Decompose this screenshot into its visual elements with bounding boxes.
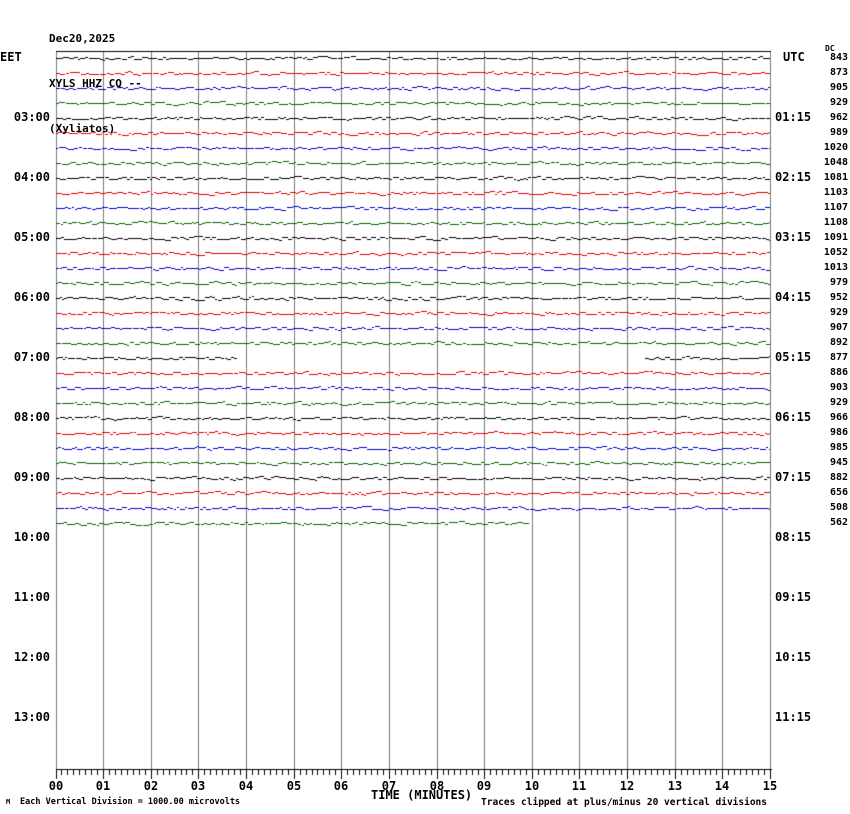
- eet-time-label: 06:00: [13, 290, 50, 304]
- dc-value: 979: [829, 277, 848, 288]
- dc-value: 873: [829, 67, 848, 78]
- eet-time-label: 11:00: [13, 590, 50, 604]
- eet-time-label: 09:00: [13, 470, 50, 484]
- dc-value: 562: [829, 517, 848, 528]
- dc-header-label: DC: [825, 44, 835, 53]
- x-tick-label: 03: [190, 779, 206, 793]
- dc-value: 1081: [823, 172, 848, 183]
- dc-value: 945: [829, 457, 848, 468]
- vertical-scale-note: Each Vertical Division = 1000.00 microvo…: [20, 797, 241, 807]
- dc-value: 903: [829, 382, 848, 393]
- dc-value: 929: [829, 397, 848, 408]
- right-timezone-label: UTC: [783, 50, 805, 64]
- dc-value: 1013: [823, 262, 848, 273]
- dc-value: 966: [829, 412, 848, 423]
- x-tick-label: 00: [48, 779, 64, 793]
- x-tick-label: 09: [476, 779, 492, 793]
- utc-time-label: 09:15: [775, 590, 812, 604]
- eet-time-label: 07:00: [13, 350, 50, 364]
- dc-value: 886: [829, 367, 848, 378]
- x-tick-label: 06: [333, 779, 349, 793]
- eet-time-label: 05:00: [13, 230, 50, 244]
- dc-value: 989: [829, 127, 848, 138]
- title-block: Dec20,2025 XYLS HHZ CQ -- (Xyliatos): [49, 1, 142, 166]
- x-tick-label: 02: [143, 779, 159, 793]
- dc-value: 929: [829, 97, 848, 108]
- dc-value: 905: [829, 82, 848, 93]
- utc-time-label: 08:15: [775, 530, 812, 544]
- dc-value: 656: [829, 487, 848, 498]
- utc-time-label: 01:15: [775, 110, 812, 124]
- x-tick-label: 01: [95, 779, 111, 793]
- title-date: Dec20,2025: [49, 32, 116, 45]
- dc-value: 1052: [823, 247, 848, 258]
- dc-value: 1108: [823, 217, 848, 228]
- eet-time-label: 12:00: [13, 650, 50, 664]
- utc-time-label: 10:15: [775, 650, 812, 664]
- x-tick-label: 15: [762, 779, 778, 793]
- utc-time-label: 02:15: [775, 170, 812, 184]
- dc-value: 986: [829, 427, 848, 438]
- utc-time-label: 04:15: [775, 290, 812, 304]
- title-station-code: XYLS HHZ CQ --: [49, 77, 142, 90]
- dc-value: 508: [829, 502, 848, 513]
- dc-value: 985: [829, 442, 848, 453]
- dc-value: 1091: [823, 232, 848, 243]
- x-tick-label: 07: [381, 779, 397, 793]
- dc-value: 1107: [823, 202, 848, 213]
- title-station-name: (Xyliatos): [49, 122, 116, 135]
- x-tick-label: 08: [429, 779, 445, 793]
- dc-value: 929: [829, 307, 848, 318]
- x-tick-label: 11: [571, 779, 587, 793]
- utc-time-label: 11:15: [775, 710, 812, 724]
- x-axis-title: TIME (MINUTES): [371, 788, 473, 802]
- dc-value: 877: [829, 352, 848, 363]
- utc-time-label: 06:15: [775, 410, 812, 424]
- eet-time-label: 13:00: [13, 710, 50, 724]
- eet-time-label: 08:00: [13, 410, 50, 424]
- utc-time-label: 03:15: [775, 230, 812, 244]
- dc-value: 1020: [823, 142, 848, 153]
- dc-value: 1048: [823, 157, 848, 168]
- x-tick-label: 10: [524, 779, 540, 793]
- x-tick-label: 13: [667, 779, 683, 793]
- x-tick-label: 12: [619, 779, 635, 793]
- dc-value: 962: [829, 112, 848, 123]
- x-tick-label: 05: [286, 779, 302, 793]
- dc-value: 952: [829, 292, 848, 303]
- dc-value: 907: [829, 322, 848, 333]
- utc-time-label: 07:15: [775, 470, 812, 484]
- utc-time-label: 05:15: [775, 350, 812, 364]
- eet-time-label: 04:00: [13, 170, 50, 184]
- dc-value: 843: [829, 52, 848, 63]
- dc-value: 1103: [823, 187, 848, 198]
- left-timezone-label: EET: [0, 50, 22, 64]
- eet-time-label: 03:00: [13, 110, 50, 124]
- dc-value: 892: [829, 337, 848, 348]
- x-tick-label: 14: [714, 779, 730, 793]
- clip-note: Traces clipped at plus/minus 20 vertical…: [481, 797, 767, 808]
- corner-mark: M: [6, 798, 11, 806]
- dc-value: 882: [829, 472, 848, 483]
- x-tick-label: 04: [238, 779, 254, 793]
- eet-time-label: 10:00: [13, 530, 50, 544]
